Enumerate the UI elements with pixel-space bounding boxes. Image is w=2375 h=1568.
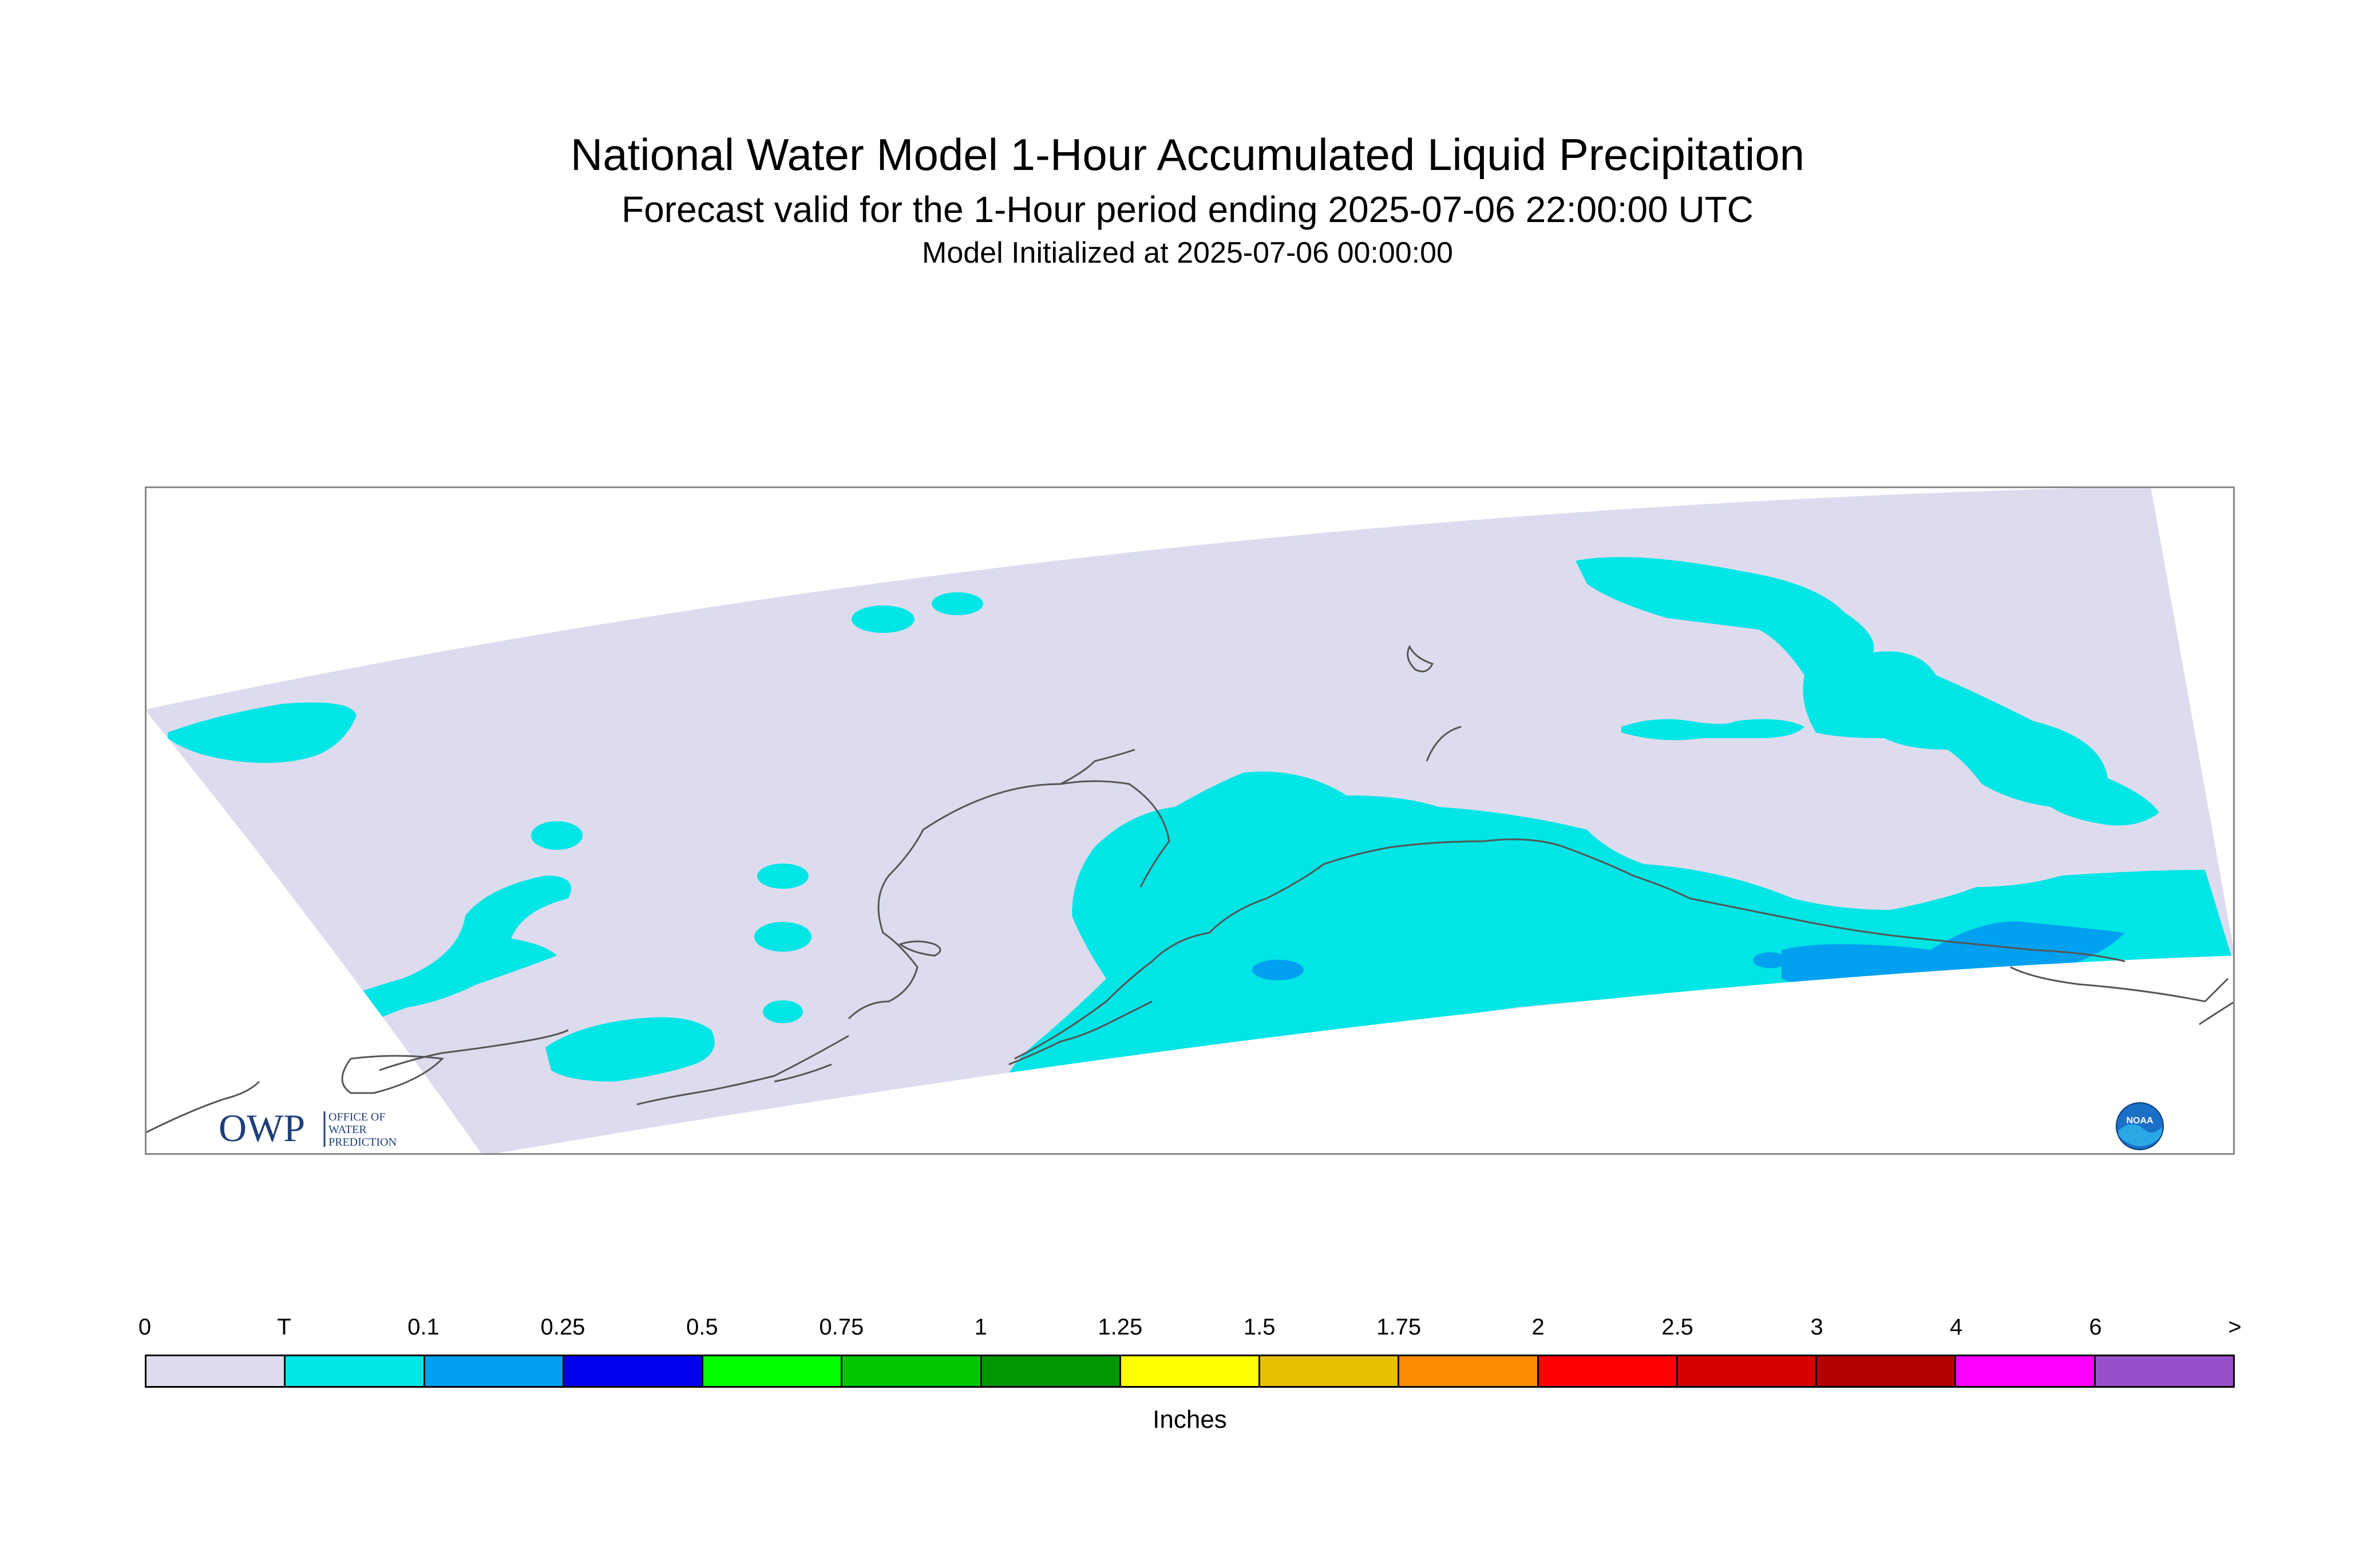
coastline-island-sw-2: [774, 1063, 832, 1083]
precipitation-map: [145, 486, 2235, 1155]
legend-swatch-6: [981, 1356, 1121, 1386]
valid-time-subtitle: Forecast valid for the 1-Hour period end…: [621, 189, 1754, 230]
legend-swatch-13: [1956, 1356, 2096, 1386]
trace-area-far-west: [168, 702, 357, 763]
coastline-border-east: [2010, 966, 2206, 1003]
trace-area-north-small: [1621, 719, 1804, 741]
legend-tick-label: 2: [1531, 1314, 1545, 1340]
legend-swatch-4: [703, 1356, 843, 1386]
trace-area-northeast: [1576, 557, 2159, 826]
legend-swatch-5: [842, 1356, 982, 1386]
title-block: National Water Model 1-Hour Accumulated …: [0, 127, 2375, 271]
model-init-time: Model Initialized at 2025-07-06 00:00:00: [922, 236, 1453, 270]
map-border: [145, 486, 2235, 1155]
coastlines: [145, 644, 2235, 1134]
trace-area-southwest-island: [545, 1017, 715, 1082]
coastline-north-bay: [1060, 749, 1135, 785]
legend-tick-label: 0: [138, 1314, 152, 1340]
noaa-logo-mark: NOAA: [2126, 1116, 2154, 1126]
trace-area-small-2: [754, 922, 812, 952]
legend-swatch-14: [2095, 1356, 2233, 1386]
legend-swatch-10: [1538, 1356, 1678, 1386]
coastline-southwest: [379, 1029, 569, 1071]
trace-area-small-6: [852, 605, 915, 633]
legend-tick-label: T: [277, 1314, 291, 1340]
trace-precip-areas: [168, 557, 2235, 1093]
legend-swatch-0: [147, 1356, 286, 1386]
legend-tick-label: 1: [974, 1314, 987, 1340]
light-area-central: [1252, 960, 1304, 980]
legend-swatch-12: [1817, 1356, 1957, 1386]
trace-area-small-1: [531, 821, 583, 850]
legend-swatch-9: [1399, 1356, 1539, 1386]
coastline-island-sw-1: [898, 940, 941, 957]
light-precip-areas: [1252, 921, 2125, 990]
legend-color-bar: [145, 1355, 2235, 1388]
legend-swatch-2: [425, 1356, 564, 1386]
coastline-island-north-1: [1407, 644, 1434, 672]
trace-area-small-4: [757, 864, 809, 889]
legend-tick-label: 4: [1949, 1314, 1963, 1340]
legend-tick-label: 0.5: [686, 1314, 718, 1340]
coastline-western-shore: [636, 1035, 849, 1106]
legend-tick-label: 0.25: [540, 1314, 585, 1340]
owp-logo-line1: OFFICE OF: [328, 1111, 385, 1123]
legend-swatch-3: [564, 1356, 704, 1386]
owp-logo-mark: OWP: [219, 1106, 305, 1150]
trace-area-small-3: [763, 1000, 803, 1023]
coastline-island-north-2: [1426, 726, 1462, 762]
legend-tick-label: 1.25: [1098, 1314, 1143, 1340]
owp-logo-line3: PREDICTION: [328, 1136, 397, 1149]
legend-tick-label: 6: [2089, 1314, 2102, 1340]
owp-logo-line2: WATER: [328, 1123, 367, 1136]
legend-tick-label: 3: [1810, 1314, 1823, 1340]
legend-swatch-7: [1121, 1356, 1261, 1386]
owp-logo: OWP OFFICE OF WATER PREDICTION: [219, 1106, 430, 1151]
coastline-west-bay: [848, 780, 1170, 1020]
coastline-far-west: [145, 1080, 260, 1134]
coastline-far-east: [2199, 977, 2235, 1025]
legend-tick-label: 0.1: [407, 1314, 440, 1340]
legend-tick-label: 0.75: [819, 1314, 864, 1340]
trace-area-south-coast: [1003, 771, 2235, 1093]
legend-swatch-1: [286, 1356, 425, 1386]
legend-tick-label: 2.5: [1661, 1314, 1693, 1340]
coastline-island-west: [341, 1055, 445, 1094]
legend-swatch-8: [1260, 1356, 1400, 1386]
noaa-logo: NOAA: [2115, 1102, 2164, 1151]
light-area-small: [1753, 952, 1787, 968]
color-legend: 0 T 0.1 0.25 0.5 0.75 1 1.25 1.5 1.75 2 2.5 3 4 6 > Inc…: [138, 1313, 2242, 1445]
legend-swatch-11: [1677, 1356, 1818, 1386]
coastline-mainland: [1014, 838, 2125, 1060]
legend-tick-label: 1.5: [1243, 1314, 1276, 1340]
map-title: National Water Model 1-Hour Accumulated …: [570, 129, 1805, 180]
legend-tick-label: 1.75: [1376, 1314, 1422, 1340]
coastline-southern-islands: [1008, 1000, 1153, 1066]
legend-tick-label: >: [2228, 1314, 2242, 1340]
trace-area-small-5: [932, 592, 983, 615]
legend-units-label: Inches: [1153, 1405, 1227, 1434]
trace-area-western-peninsula: [316, 876, 571, 1036]
light-area-southeast: [1782, 921, 2125, 990]
